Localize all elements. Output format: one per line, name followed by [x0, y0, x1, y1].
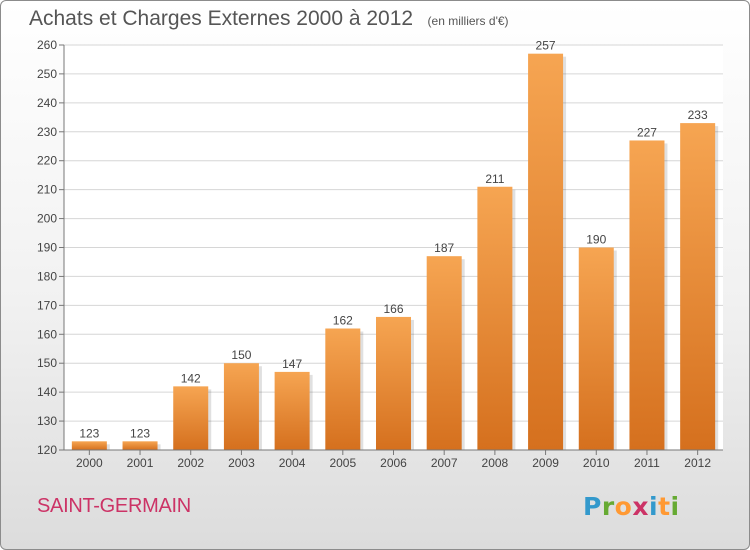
- bar-value-label: 150: [231, 348, 251, 362]
- y-tick-label: 260: [37, 38, 57, 52]
- x-tick-label: 2006: [380, 456, 407, 470]
- logo-letter: P: [583, 492, 602, 521]
- x-tick-label: 2011: [634, 456, 660, 470]
- y-tick-label: 170: [37, 298, 57, 312]
- logo-letter: r: [601, 492, 615, 521]
- x-tick-label: 2008: [482, 456, 509, 470]
- x-tick-label: 2009: [532, 456, 559, 470]
- bar-value-label: 257: [536, 39, 556, 53]
- logo-letter: x: [632, 492, 649, 521]
- x-tick-label: 2000: [76, 456, 103, 470]
- logo-letter: i: [649, 492, 659, 521]
- bar: [376, 316, 411, 450]
- y-tick-label: 210: [37, 183, 57, 197]
- bar: [274, 371, 310, 450]
- bar: [578, 247, 614, 450]
- commune-name: SAINT-GERMAIN: [37, 495, 191, 517]
- bar-value-label: 142: [181, 371, 201, 385]
- bar: [173, 386, 209, 450]
- bar-value-label: 233: [688, 108, 708, 122]
- logo-letter: i: [670, 492, 680, 521]
- logo-letter: o: [614, 492, 633, 521]
- y-tick-label: 230: [37, 125, 57, 139]
- y-tick-label: 200: [37, 212, 57, 226]
- bar-value-label: 211: [485, 172, 504, 186]
- bar: [629, 140, 665, 450]
- x-tick-label: 2005: [329, 456, 356, 470]
- y-tick-label: 140: [37, 385, 57, 399]
- x-tick-label: 2002: [177, 456, 204, 470]
- y-tick-label: 160: [37, 327, 57, 341]
- x-tick-label: 2007: [431, 456, 458, 470]
- bar: [477, 186, 513, 450]
- y-tick-label: 180: [37, 269, 57, 283]
- chart-header: Achats et Charges Externes 2000 à 2012 (…: [29, 7, 509, 31]
- bar: [426, 256, 462, 450]
- chart-title: Achats et Charges Externes 2000 à 2012: [29, 7, 414, 30]
- x-tick-label: 2004: [279, 456, 306, 470]
- bar-value-label: 123: [130, 426, 150, 440]
- bar-value-label: 123: [79, 426, 99, 440]
- proxiti-logo: Proxiti: [583, 492, 680, 521]
- x-tick-label: 2010: [583, 456, 610, 470]
- bar: [122, 441, 158, 450]
- bar: [223, 363, 259, 450]
- bar: [71, 441, 107, 450]
- y-tick-label: 220: [37, 154, 57, 168]
- bar-value-label: 166: [383, 302, 403, 316]
- bar-value-label: 187: [434, 241, 454, 255]
- x-tick-label: 2001: [127, 456, 154, 470]
- y-tick-label: 240: [37, 96, 57, 110]
- bar-value-label: 190: [586, 233, 606, 247]
- chart-subtitle: (en milliers d'€): [427, 14, 509, 28]
- x-tick-label: 2012: [684, 456, 711, 470]
- y-tick-label: 150: [37, 356, 57, 370]
- y-tick-label: 190: [37, 241, 57, 255]
- bar: [528, 53, 564, 451]
- bar-value-label: 227: [637, 125, 657, 139]
- y-tick-label: 120: [37, 443, 57, 457]
- axes: 120 130 140 150 160 170 180 190 200 210 220 230 240 2…: [37, 38, 723, 470]
- bar-value-label: 162: [333, 314, 353, 328]
- bar: [680, 123, 716, 450]
- logo-letter: t: [658, 492, 671, 521]
- bar: [325, 328, 361, 450]
- y-tick-label: 250: [37, 67, 57, 81]
- bars: 123 123 142 150 147 162 166 187 211 257 190 227 233: [71, 39, 719, 451]
- bar-value-label: 147: [282, 357, 302, 371]
- x-tick-label: 2003: [228, 456, 255, 470]
- y-tick-label: 130: [37, 414, 57, 428]
